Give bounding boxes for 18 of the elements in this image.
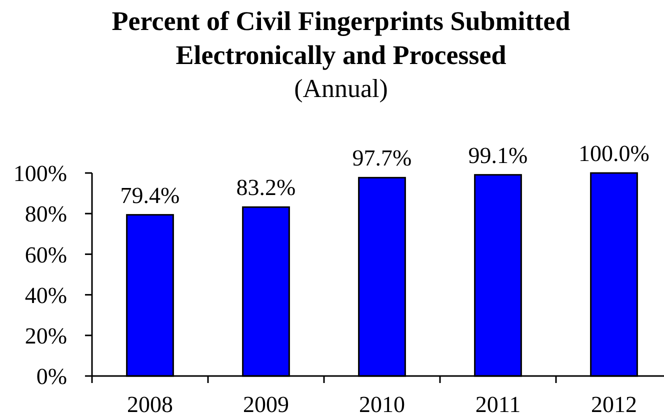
y-tick-label: 100%: [13, 161, 67, 186]
data-label: 97.7%: [352, 146, 412, 171]
x-tick-label: 2009: [243, 392, 289, 417]
x-tick-label: 2011: [475, 392, 521, 417]
data-label: 79.4%: [120, 182, 180, 208]
y-tick-label: 80%: [24, 202, 67, 227]
y-tick-label: 0%: [36, 364, 67, 390]
y-tick-label: 20%: [24, 323, 67, 348]
data-label: 100.0%: [578, 141, 650, 166]
x-tick-label: 2010: [359, 392, 405, 417]
data-label: 99.1%: [468, 142, 528, 168]
x-tick-label: 2012: [591, 392, 637, 417]
data-label: 83.2%: [236, 175, 296, 200]
y-tick-label: 60%: [24, 242, 67, 268]
x-tick-label: 2008: [127, 392, 173, 417]
chart-subtitle: (Annual): [294, 74, 388, 103]
chart-title: Percent of Civil Fingerprints Submitted Electronically and Processed: [112, 6, 570, 70]
y-tick-label: 40%: [24, 282, 67, 308]
